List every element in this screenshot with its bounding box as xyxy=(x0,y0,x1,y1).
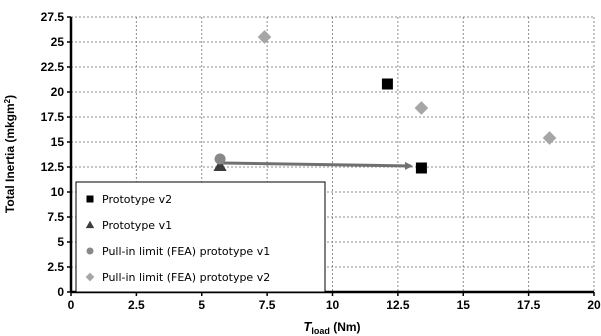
y-tick-label: 27.5 xyxy=(41,10,65,24)
data-points xyxy=(213,30,557,174)
y-tick-label: 12.5 xyxy=(41,160,65,174)
legend-marker-circle xyxy=(86,247,94,255)
legend-label: Pull-in limit (FEA) prototype v1 xyxy=(102,245,270,258)
y-tick-label: 17.5 xyxy=(41,110,65,124)
y-axis-title-sup: 2 xyxy=(3,98,12,103)
x-tick-label: 2.5 xyxy=(128,298,145,312)
x-axis-title-sub: load xyxy=(311,326,330,336)
y-tick-label: 10 xyxy=(51,185,65,199)
data-point-square xyxy=(415,162,427,174)
x-tick-label: 20 xyxy=(587,298,601,312)
x-tick-label: 5 xyxy=(198,298,205,312)
legend-box xyxy=(75,181,326,293)
x-tick-label: 15 xyxy=(457,298,471,312)
legend-label: Prototype v1 xyxy=(102,219,172,232)
y-tick-label: 20 xyxy=(51,85,65,99)
data-point-diamond xyxy=(542,131,557,145)
y-tick-label: 2.5 xyxy=(47,260,64,274)
legend-marker-square xyxy=(86,195,94,203)
grid xyxy=(71,16,595,292)
y-tick-label: 15 xyxy=(51,135,65,149)
x-tick-label: 10 xyxy=(326,298,340,312)
x-tick-label: 0 xyxy=(68,298,75,312)
y-axis-title-end: ) xyxy=(3,95,17,99)
x-tick-label: 7.5 xyxy=(259,298,276,312)
annotations xyxy=(222,161,413,170)
legend: Prototype v2 Prototype v1 Pull-in limit (F… xyxy=(75,181,326,293)
x-axis-title: Tload (Nm) xyxy=(303,319,360,336)
data-point-diamond xyxy=(257,30,272,44)
y-tick-label: 25 xyxy=(51,35,65,49)
legend-label: Pull-in limit (FEA) prototype v2 xyxy=(102,271,270,284)
y-tick-label: 7.5 xyxy=(47,210,64,224)
y-axis-title: Total Inertia (mkgm2) xyxy=(3,95,17,213)
y-axis-title-main: Total Inertia (mkgm xyxy=(3,103,17,213)
annotation-arrow xyxy=(222,161,413,170)
x-axis-title-main: T xyxy=(303,319,312,334)
axis-titles: Tload (Nm) Total Inertia (mkgm2) xyxy=(3,95,361,336)
x-axis-title-unit: (Nm) xyxy=(330,320,361,334)
legend-marker-diamond xyxy=(85,272,95,282)
legend-label: Prototype v2 xyxy=(102,193,172,206)
data-point-circle xyxy=(214,153,226,165)
x-tick-label: 12.5 xyxy=(386,298,410,312)
data-point-triangle xyxy=(213,159,227,171)
y-tick-label: 0 xyxy=(57,285,64,299)
tick-labels: 0 2.5 5 7.5 10 12.5 15 17.5 20 0 2.5 5 7.5 10 12.5 15 17… xyxy=(41,10,601,312)
x-tick-label: 17.5 xyxy=(517,298,541,312)
y-tick-label: 5 xyxy=(57,235,64,249)
data-point-square xyxy=(381,78,393,90)
data-point-diamond xyxy=(414,101,429,115)
legend-marker-triangle xyxy=(85,220,95,229)
y-tick-label: 22.5 xyxy=(41,60,65,74)
